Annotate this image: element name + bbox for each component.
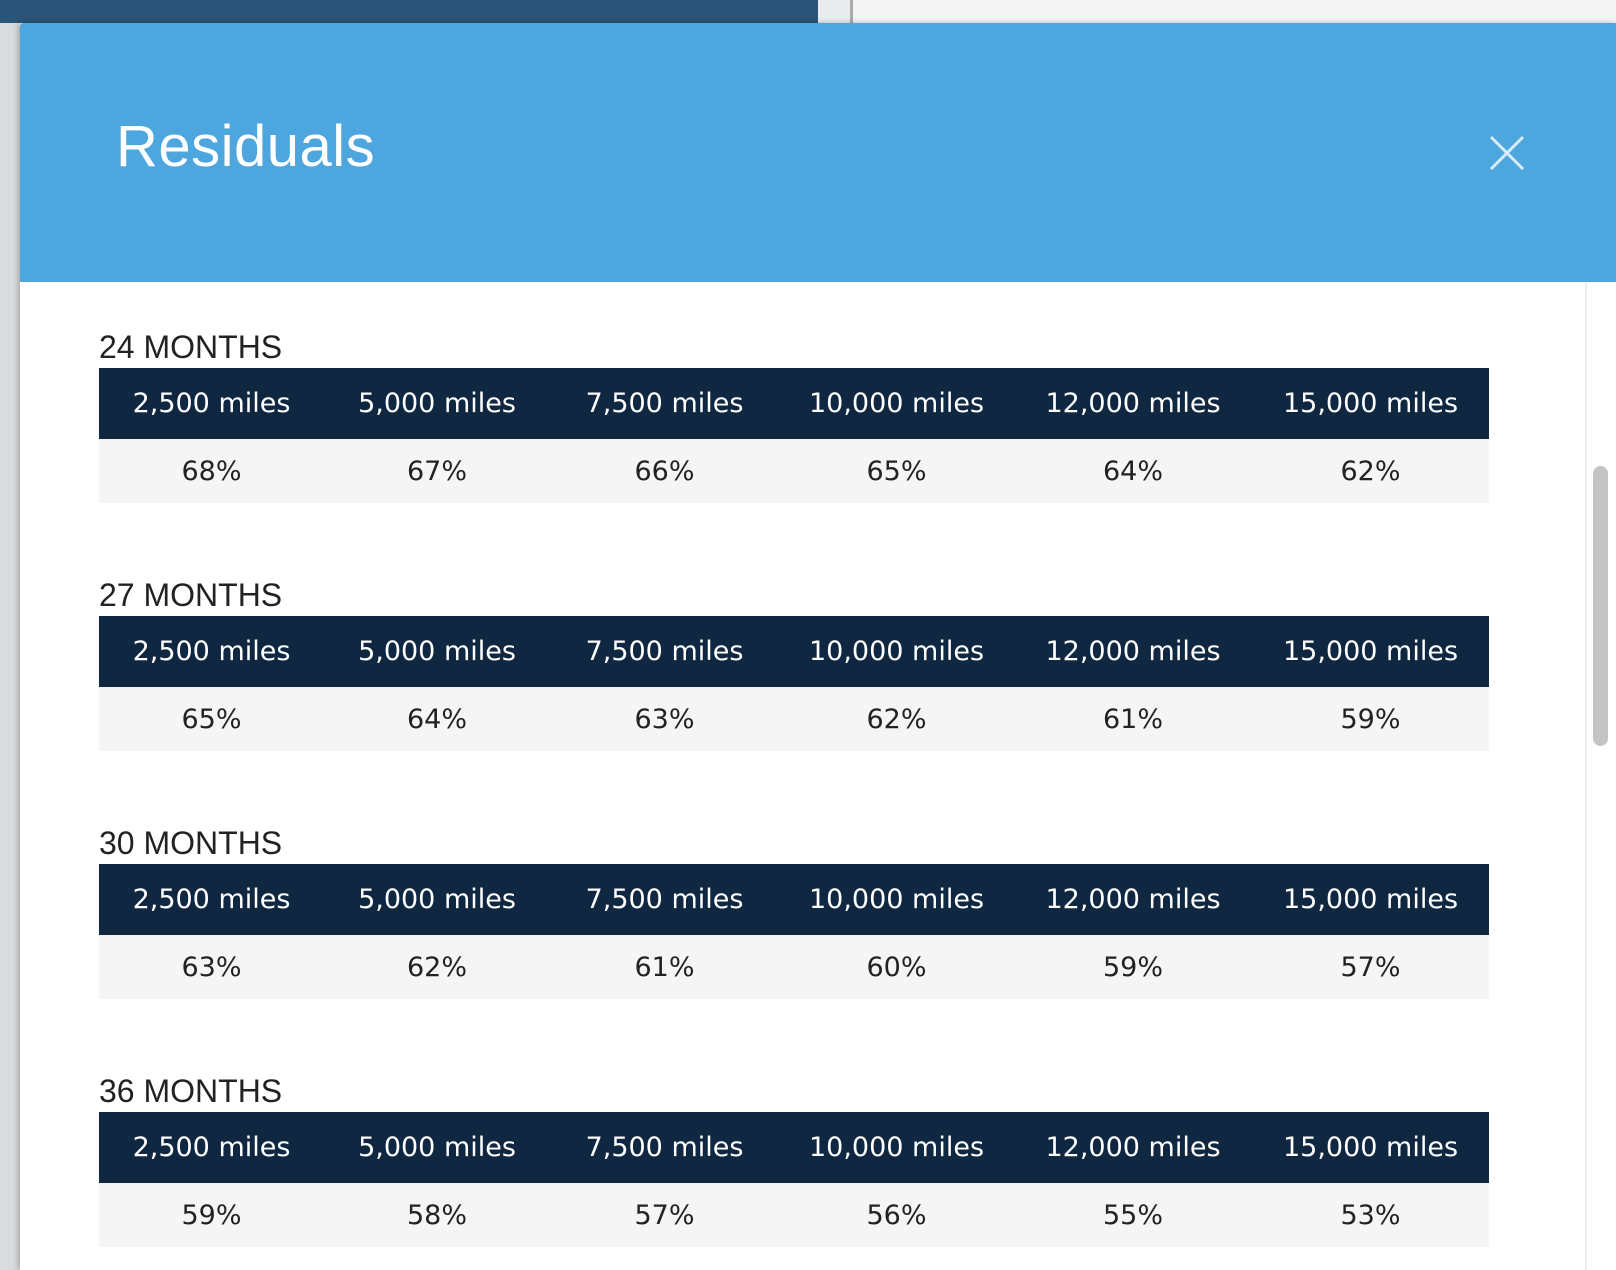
header-cell: 2,500 miles (132, 1132, 291, 1163)
section-label: 24 MONTHS (99, 329, 283, 365)
value-cell: 59% (1340, 703, 1401, 735)
value-cell: 59% (181, 1199, 242, 1231)
header-cell: 7,500 miles (585, 636, 744, 667)
header-cell: 2,500 miles (132, 636, 291, 667)
header-cell: 7,500 miles (585, 1132, 744, 1163)
value-cell: 62% (866, 703, 927, 735)
background-page (0, 23, 20, 1270)
table-header: 2,500 miles 5,000 miles 7,500 miles 10,000 … (99, 368, 1489, 439)
section-label: 36 MONTHS (99, 1073, 283, 1109)
header-cell: 15,000 miles (1282, 636, 1459, 667)
table-row: 63% 62% 61% 60% 59% 57% (99, 935, 1489, 999)
header-cell: 5,000 miles (358, 636, 516, 667)
value-cell: 62% (406, 951, 467, 983)
close-button[interactable] (1487, 133, 1527, 173)
header-cell: 12,000 miles (1045, 884, 1221, 915)
header-cell: 5,000 miles (358, 1132, 516, 1163)
background-bar (0, 0, 818, 23)
value-cell: 64% (406, 703, 467, 735)
modal-title: Residuals (116, 114, 376, 179)
residual-section: 27 MONTHS 2,500 miles 5,000 miles 7,500 mil… (99, 574, 1489, 751)
table-row: 68% 67% 66% 65% 64% 62% (99, 439, 1489, 503)
value-cell: 53% (1340, 1199, 1401, 1231)
table-header: 2,500 miles 5,000 miles 7,500 miles 10,000 … (99, 1112, 1489, 1183)
table-row: 65% 64% 63% 62% 61% 59% (99, 687, 1489, 751)
header-cell: 10,000 miles (808, 636, 985, 667)
value-cell: 61% (1102, 703, 1163, 735)
table-row: 59% 58% 57% 56% 55% 53% (99, 1183, 1489, 1247)
value-cell: 55% (1102, 1199, 1163, 1231)
header-cell: 10,000 miles (808, 884, 985, 915)
value-cell: 61% (634, 951, 695, 983)
value-cell: 58% (406, 1199, 467, 1231)
value-cell: 57% (1340, 951, 1401, 983)
header-cell: 5,000 miles (358, 388, 516, 419)
value-cell: 65% (181, 703, 242, 735)
header-cell: 2,500 miles (132, 388, 291, 419)
value-cell: 60% (866, 951, 927, 983)
section-label: 30 MONTHS (99, 825, 283, 861)
header-cell: 10,000 miles (808, 1132, 985, 1163)
residual-section: 30 MONTHS 2,500 miles 5,000 miles 7,500 mil… (99, 822, 1489, 999)
header-cell: 7,500 miles (585, 884, 744, 915)
header-cell: 10,000 miles (808, 388, 985, 419)
header-cell: 12,000 miles (1045, 1132, 1221, 1163)
background-panel (850, 0, 1616, 23)
value-cell: 57% (634, 1199, 695, 1231)
header-cell: 7,500 miles (585, 388, 744, 419)
value-cell: 66% (634, 455, 695, 487)
divider (1585, 282, 1587, 1270)
residual-section: 36 MONTHS 2,500 miles 5,000 miles 7,500 mil… (99, 1070, 1489, 1247)
header-cell: 15,000 miles (1282, 1132, 1459, 1163)
header-cell: 15,000 miles (1282, 388, 1459, 419)
value-cell: 56% (866, 1199, 927, 1231)
table-header: 2,500 miles 5,000 miles 7,500 miles 10,000 … (99, 616, 1489, 687)
modal: Residuals 24 MONTHS 2,500 miles 5,000 mile… (20, 23, 1616, 1270)
header-cell: 12,000 miles (1045, 388, 1221, 419)
value-cell: 59% (1102, 951, 1163, 983)
value-cell: 64% (1102, 455, 1163, 487)
value-cell: 62% (1340, 455, 1401, 487)
scrollbar[interactable] (1593, 466, 1608, 746)
header-cell: 2,500 miles (132, 884, 291, 915)
residual-section: 24 MONTHS 2,500 miles 5,000 miles 7,500 mil… (99, 326, 1489, 503)
section-label: 27 MONTHS (99, 577, 283, 613)
modal-header: Residuals (20, 23, 1616, 282)
header-cell: 5,000 miles (358, 884, 516, 915)
value-cell: 63% (181, 951, 242, 983)
table-header: 2,500 miles 5,000 miles 7,500 miles 10,000 … (99, 864, 1489, 935)
value-cell: 63% (634, 703, 695, 735)
header-cell: 12,000 miles (1045, 636, 1221, 667)
value-cell: 68% (181, 455, 242, 487)
value-cell: 65% (866, 455, 927, 487)
value-cell: 67% (406, 455, 467, 487)
header-cell: 15,000 miles (1282, 884, 1459, 915)
